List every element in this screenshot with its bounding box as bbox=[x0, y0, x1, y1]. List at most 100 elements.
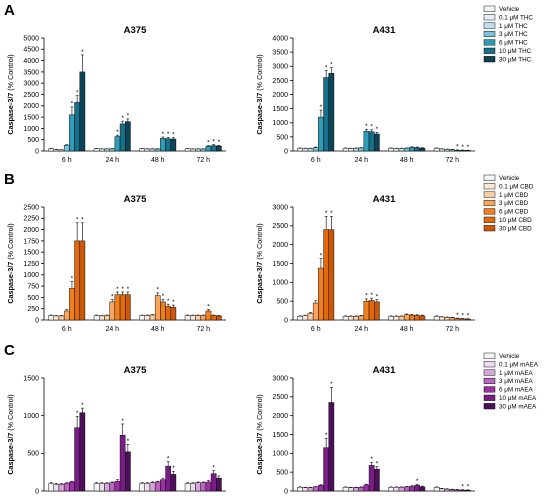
bar bbox=[342, 487, 349, 492]
bar bbox=[363, 300, 370, 321]
bar bbox=[190, 148, 196, 152]
y-tick-label: 500 bbox=[27, 295, 39, 302]
legend-label: 3 μM CBD bbox=[499, 200, 529, 207]
significance-marker: * bbox=[330, 210, 333, 217]
y-axis-label: Caspase-3/7 (% Control) bbox=[6, 394, 15, 474]
significance-marker: * bbox=[167, 298, 170, 305]
bar bbox=[99, 483, 105, 492]
significance-marker: * bbox=[218, 139, 221, 146]
bar bbox=[48, 315, 54, 321]
bar bbox=[393, 316, 400, 321]
bar bbox=[318, 267, 324, 321]
y-tick-label: 2250 bbox=[23, 216, 39, 223]
legend-label: 3 μM mAEA bbox=[499, 378, 534, 385]
bar bbox=[154, 295, 161, 321]
legend-swatch bbox=[483, 403, 496, 410]
legend-swatch bbox=[483, 183, 496, 190]
bar bbox=[93, 148, 100, 152]
bar bbox=[348, 316, 354, 321]
bar bbox=[307, 312, 314, 321]
bar bbox=[433, 487, 440, 492]
bar bbox=[328, 73, 335, 152]
bar bbox=[368, 300, 375, 321]
y-tick-label: 2000 bbox=[272, 413, 288, 420]
panel-letter: C bbox=[4, 342, 15, 359]
y-tick-label: 3500 bbox=[23, 69, 39, 76]
y-axis-label: Caspase-3/7 (% Control) bbox=[255, 223, 264, 303]
y-tick-label: 4000 bbox=[23, 58, 39, 65]
y-tick-label: 1250 bbox=[23, 261, 39, 268]
bar bbox=[58, 315, 65, 321]
y-tick-label: 2500 bbox=[23, 204, 39, 211]
y-tick-label: 1750 bbox=[23, 238, 39, 245]
x-tick-label: 24 h bbox=[105, 157, 119, 164]
legend-swatch bbox=[483, 369, 496, 376]
bar bbox=[358, 487, 365, 492]
chart-2: A431 Caspase-3/7 (% Control) 0 500 1000 1500 2… bbox=[255, 25, 475, 164]
bar bbox=[419, 147, 426, 152]
legend-swatch bbox=[483, 56, 496, 63]
y-tick-label: 0 bbox=[35, 488, 39, 495]
panel-letter: B bbox=[4, 171, 15, 188]
significance-marker: * bbox=[111, 293, 114, 300]
bar bbox=[184, 483, 191, 492]
legend-swatch bbox=[483, 199, 496, 207]
y-tick-label: 1000 bbox=[272, 451, 288, 458]
bar bbox=[74, 427, 80, 492]
bar bbox=[99, 315, 105, 321]
bar bbox=[328, 229, 335, 321]
legend-label: Vehicle bbox=[499, 353, 520, 360]
bar bbox=[433, 316, 440, 321]
chart-title: A375 bbox=[124, 194, 147, 205]
legend-swatch bbox=[483, 39, 496, 46]
significance-marker: * bbox=[116, 129, 119, 136]
bar bbox=[393, 148, 400, 152]
bar bbox=[388, 487, 394, 492]
y-tick-label: 2000 bbox=[272, 92, 288, 99]
y-axis-label-unit: (% Control) bbox=[255, 54, 264, 92]
bar bbox=[165, 306, 171, 321]
bar bbox=[114, 136, 121, 152]
bar bbox=[358, 315, 365, 321]
bar bbox=[154, 481, 161, 492]
bar bbox=[374, 133, 380, 152]
bar bbox=[353, 147, 359, 152]
chart-3: B A375 Caspase-3/7 (% Control) 0 250 500 750 10… bbox=[4, 171, 226, 333]
chart-5: C A375 Caspase-3/7 (% Control) 0 500 1000 1500… bbox=[4, 342, 226, 495]
bar bbox=[297, 316, 303, 321]
y-tick-label: 2000 bbox=[272, 242, 288, 249]
y-tick-label: 0 bbox=[284, 148, 288, 155]
bar bbox=[398, 316, 405, 321]
legend-swatch bbox=[483, 208, 496, 215]
y-tick-label: 1500 bbox=[23, 250, 39, 257]
legend-swatch bbox=[483, 22, 496, 29]
y-tick-label: 1500 bbox=[272, 261, 288, 268]
bar bbox=[205, 310, 212, 321]
bar bbox=[342, 147, 349, 152]
bar bbox=[99, 148, 105, 152]
bar bbox=[216, 315, 222, 321]
significance-marker: * bbox=[365, 293, 368, 300]
bar bbox=[114, 294, 121, 321]
significance-marker: * bbox=[116, 286, 119, 293]
y-axis-label-unit: (% Control) bbox=[255, 223, 264, 261]
y-tick-label: 2500 bbox=[272, 223, 288, 230]
bar bbox=[200, 148, 207, 152]
y-tick-label: 1000 bbox=[272, 120, 288, 127]
bar bbox=[403, 486, 410, 492]
y-axis-label-main: Caspase-3/7 bbox=[6, 262, 15, 304]
y-tick-label: 1500 bbox=[272, 432, 288, 439]
bar bbox=[165, 138, 171, 152]
y-tick-label: 500 bbox=[276, 134, 288, 141]
bar bbox=[69, 481, 75, 492]
y-axis-label: Caspase-3/7 (% Control) bbox=[6, 223, 15, 303]
bar bbox=[149, 148, 156, 152]
bar bbox=[409, 147, 415, 152]
legend-label: 6 μM mAEA bbox=[499, 387, 534, 394]
significance-marker: * bbox=[76, 217, 79, 224]
x-tick-label: 6 h bbox=[311, 157, 321, 164]
bar bbox=[368, 131, 375, 152]
y-axis-label-main: Caspase-3/7 bbox=[6, 93, 15, 135]
